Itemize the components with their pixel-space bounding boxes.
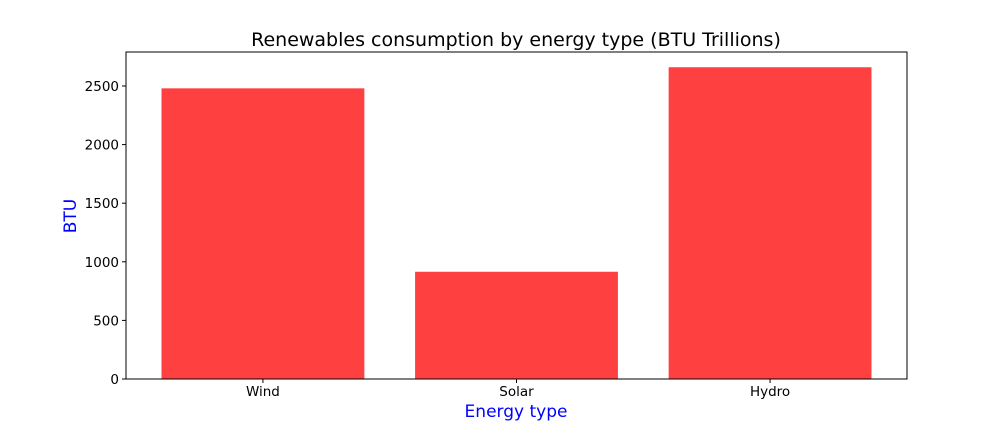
x-axis-label: Energy type xyxy=(465,402,568,422)
y-tick-label-2000: 2000 xyxy=(85,138,119,154)
x-tick-label-hydro: Hydro xyxy=(750,384,790,400)
y-tick-label-1000: 1000 xyxy=(85,255,119,271)
bar-wind xyxy=(161,88,365,379)
bar-hydro xyxy=(668,67,872,379)
x-tick-label-wind: Wind xyxy=(246,384,280,400)
y-tick-label-500: 500 xyxy=(93,313,119,329)
y-tick-label-1500: 1500 xyxy=(85,196,119,212)
y-tick-label-2500: 2500 xyxy=(85,79,119,95)
y-tick-label-0: 0 xyxy=(110,372,119,388)
bar-solar xyxy=(415,271,618,379)
y-axis-label: BTU xyxy=(61,199,81,234)
chart-title: Renewables consumption by energy type (B… xyxy=(251,29,781,51)
x-tick-label-solar: Solar xyxy=(499,384,534,400)
ticks-layer: Wind Solar Hydro 0 500 1000 1500 2000 2500 xyxy=(85,79,791,400)
bars-layer xyxy=(161,67,872,379)
